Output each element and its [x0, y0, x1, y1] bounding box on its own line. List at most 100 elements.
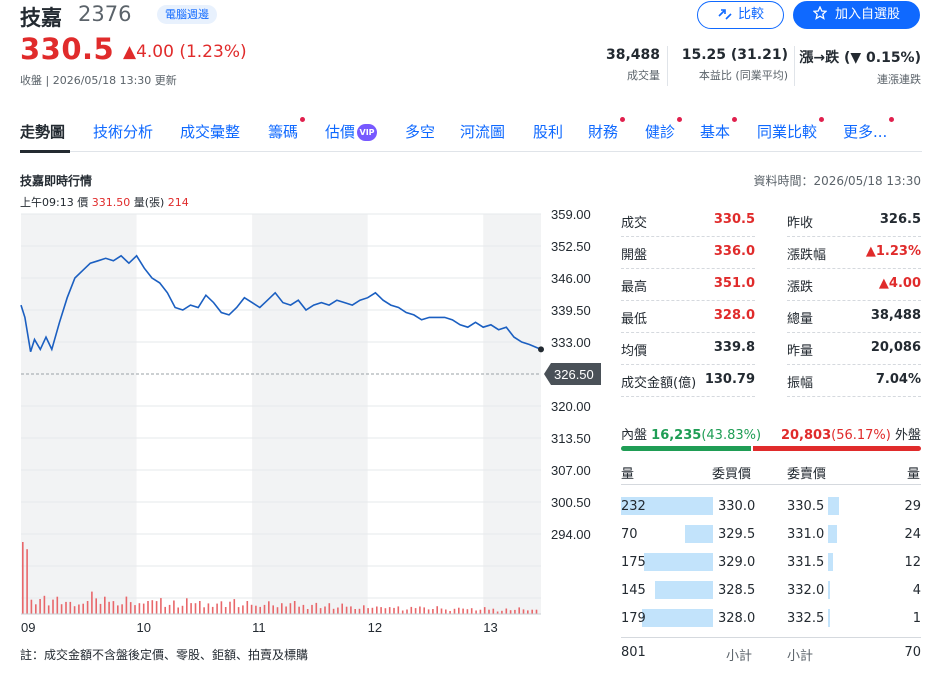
- bid-price[interactable]: 329.0: [718, 555, 756, 570]
- volume-bar: [108, 601, 110, 614]
- streak-suffix: ): [914, 50, 921, 66]
- y-tick-label: 339.50: [551, 303, 591, 318]
- quote-label: 昨量: [787, 344, 814, 359]
- quote-row: 成交金額(億) 130.79: [621, 365, 755, 397]
- stat-pe-value: 15.25 (31.21): [681, 47, 788, 63]
- ask-price[interactable]: 331.0: [787, 527, 825, 542]
- ask-price-header: 委賣價: [787, 467, 827, 482]
- compare-button[interactable]: 比較: [697, 1, 784, 29]
- quote-label: 昨收: [787, 216, 814, 231]
- tab-9[interactable]: 健診: [645, 117, 683, 142]
- tab-2[interactable]: 成交彙整: [180, 121, 240, 142]
- stat-divider: [794, 46, 795, 86]
- tab-0[interactable]: 走勢圖: [20, 121, 65, 142]
- y-tick-label: 307.00: [551, 463, 591, 478]
- volume-bar: [406, 609, 408, 614]
- quote-value: 38,488: [870, 308, 921, 323]
- tab-label: 健診: [645, 123, 676, 141]
- volume-bar: [496, 611, 499, 614]
- quote-label: 最低: [621, 312, 648, 327]
- intraday-chart[interactable]: 359.00 352.50 346.00 339.50 333.00 320.00 313.…: [0, 205, 610, 640]
- quote-label: 開盤: [621, 248, 648, 263]
- volume-bar: [138, 603, 141, 614]
- volume-bar: [453, 608, 456, 614]
- volume-bar: [535, 609, 538, 614]
- volume-bar: [173, 600, 175, 614]
- tab-bar: 走勢圖 技術分析 成交彙整 籌碼 估價 VIP 多空 河流圖 股利 財務 健診 基本 同業比較 更多...: [20, 117, 922, 153]
- volume-bar: [319, 608, 322, 614]
- ask-qty: 24: [904, 527, 921, 542]
- industry-tag[interactable]: 電腦週邊: [157, 5, 217, 24]
- volume-bar: [86, 601, 89, 614]
- outside-ratio-fill: [753, 446, 921, 451]
- bid-price[interactable]: 330.0: [718, 499, 756, 514]
- tooltip-volume: 214: [167, 196, 189, 209]
- volume-bar: [293, 601, 296, 614]
- volume-bar: [445, 609, 447, 614]
- ask-qty: 4: [912, 583, 921, 598]
- volume-bar: [285, 606, 287, 614]
- tab-12[interactable]: 更多...: [843, 117, 895, 142]
- bid-qty: 175: [621, 555, 646, 570]
- ask-qty: 12: [904, 555, 921, 570]
- volume-bar: [186, 598, 188, 614]
- volume-bar: [414, 608, 417, 614]
- tooltip-price-label: 價: [77, 196, 89, 209]
- tab-7[interactable]: 股利: [533, 121, 563, 142]
- volume-bar: [121, 604, 123, 614]
- tab-3[interactable]: 籌碼: [268, 117, 306, 142]
- volume-bar: [43, 595, 46, 614]
- volume-bar: [363, 605, 365, 614]
- ask-price[interactable]: 330.5: [787, 499, 825, 514]
- tab-5[interactable]: 多空: [405, 121, 435, 142]
- outside-value: 20,803: [780, 428, 832, 443]
- tab-10[interactable]: 基本: [700, 117, 738, 142]
- tab-11[interactable]: 同業比較: [757, 117, 825, 142]
- volume-bar: [350, 606, 352, 614]
- quote-value: 330.5: [713, 212, 755, 227]
- bid-price[interactable]: 329.5: [718, 527, 756, 542]
- volume-bar: [289, 603, 292, 614]
- quote-value: 336.0: [713, 244, 755, 259]
- quote-row: 昨量 20,086: [787, 333, 921, 365]
- volume-bar: [233, 599, 236, 614]
- volume-bar: [423, 607, 425, 614]
- ask-price[interactable]: 331.5: [787, 555, 825, 570]
- inside-ratio-fill: [621, 446, 752, 451]
- volume-bar: [410, 606, 413, 614]
- hour-band: [483, 214, 541, 614]
- vip-badge: VIP: [357, 124, 378, 141]
- bid-price[interactable]: 328.0: [718, 611, 756, 626]
- tab-4[interactable]: 估價 VIP: [325, 121, 378, 142]
- volume-bar: [168, 604, 171, 614]
- stat-volume-label: 成交量: [627, 69, 660, 82]
- volume-bar: [272, 605, 274, 614]
- bid-price[interactable]: 328.5: [718, 583, 756, 598]
- hour-band: [252, 214, 368, 614]
- quote-row: 成交 330.5: [621, 205, 755, 237]
- tab-1[interactable]: 技術分析: [93, 121, 153, 142]
- tab-6[interactable]: 河流圖: [460, 121, 505, 142]
- tab-label: 更多...: [843, 123, 888, 141]
- quote-label: 均價: [621, 344, 648, 359]
- volume-bar: [151, 600, 154, 614]
- quote-label: 最高: [621, 280, 648, 295]
- quote-value: 339.8: [713, 340, 755, 355]
- watchlist-label: 加入自選股: [834, 7, 900, 22]
- x-tick-label: 09: [21, 620, 35, 635]
- quote-value: ▲1.23%: [865, 244, 921, 259]
- chart-tooltip: 上午09:13 價 331.50 量(張) 214: [20, 194, 189, 210]
- volume-bar: [315, 602, 318, 614]
- footnote: 註：成交金額不含盤後定價、零股、鉅額、拍賣及標購: [20, 648, 309, 662]
- volume-bar: [164, 606, 166, 614]
- volume-bar: [311, 604, 313, 614]
- volume-bar: [224, 607, 227, 614]
- ask-price[interactable]: 332.0: [787, 583, 825, 598]
- stat-streak-value: 漲→跌 (▼ 0.15%): [799, 47, 921, 67]
- ask-price[interactable]: 332.5: [787, 611, 825, 626]
- volume-bar: [470, 608, 473, 614]
- tab-8[interactable]: 財務: [588, 117, 626, 142]
- volume-bar: [216, 603, 218, 614]
- volume-bar: [155, 601, 158, 614]
- add-watchlist-button[interactable]: 加入自選股: [793, 1, 920, 29]
